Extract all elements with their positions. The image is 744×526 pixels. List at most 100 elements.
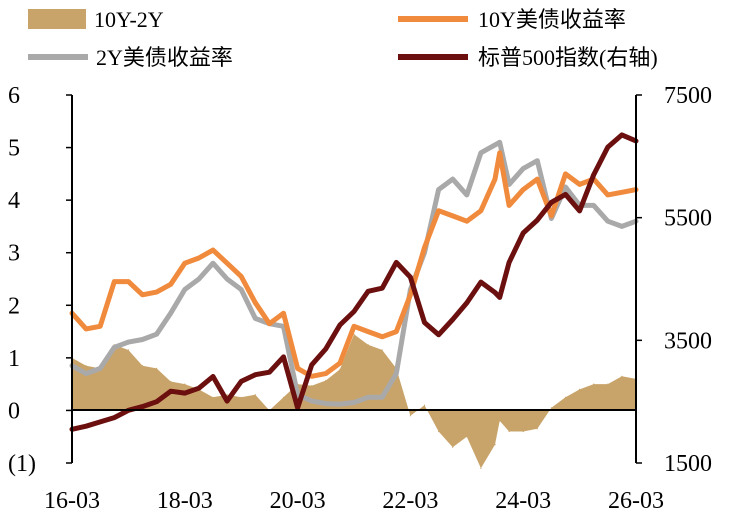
- series-point-spread: [564, 396, 567, 398]
- series-point-2y: [605, 219, 610, 224]
- series-point-2y: [521, 166, 526, 171]
- right-tick-label: 7500: [664, 83, 712, 109]
- series-point-spread: [621, 375, 623, 377]
- left-tick-label: 0: [8, 398, 20, 424]
- series-point-spread: [156, 367, 158, 369]
- series-point-spx: [365, 289, 371, 294]
- series-point-10y: [239, 274, 244, 279]
- series-point-10y: [295, 366, 300, 371]
- series-point-spx: [140, 404, 145, 409]
- series-point-2y: [323, 401, 328, 406]
- series-point-10y: [492, 176, 498, 182]
- series-line-spx: [69, 132, 639, 432]
- series-point-2y: [168, 311, 173, 316]
- series-point-spread: [508, 430, 510, 433]
- series-point-10y: [112, 279, 117, 284]
- series-point-10y: [337, 360, 343, 366]
- left-tick-label: 2: [8, 293, 20, 319]
- series-point-10y: [605, 192, 610, 198]
- series-point-10y: [281, 311, 286, 316]
- legend-swatch-spread: [28, 9, 86, 29]
- legend-label-spread: 10Y-2Y: [94, 7, 164, 32]
- series-point-spx: [323, 346, 328, 352]
- series-point-10y: [98, 324, 103, 329]
- series-point-2y: [365, 395, 371, 400]
- series-point-spread: [240, 396, 242, 398]
- series-point-10y: [351, 324, 357, 329]
- axes: [71, 95, 637, 463]
- series-point-spx: [224, 398, 230, 404]
- series-point-spx: [591, 172, 596, 177]
- series-point-spread: [579, 388, 581, 390]
- series-point-spread: [311, 385, 313, 387]
- series-point-2y: [464, 192, 469, 198]
- right-axis-ticks: 1500 3500 5500 7500: [636, 83, 712, 477]
- series-point-spread: [212, 396, 214, 398]
- left-tick-label: 1: [8, 346, 20, 372]
- series-point-spx: [464, 300, 469, 306]
- series-point-10y: [521, 187, 526, 192]
- x-tick-label: 18-03: [157, 488, 213, 514]
- legend-label-2y: 2Y美债收益率: [96, 45, 233, 70]
- series-point-10y: [196, 255, 202, 261]
- series-point-spx: [253, 372, 258, 377]
- series-point-10y: [408, 292, 413, 297]
- series-point-10y: [497, 150, 502, 155]
- series-point-spx: [337, 322, 343, 328]
- left-tick-label: 6: [8, 83, 20, 109]
- series-point-2y: [535, 158, 540, 163]
- series-point-2y: [98, 366, 103, 371]
- series-point-spread: [480, 467, 482, 469]
- series-point-10y: [380, 334, 385, 339]
- series-point-10y: [168, 282, 173, 287]
- series-point-2y: [253, 316, 258, 321]
- series-point-10y: [535, 176, 540, 182]
- right-tick-label: 3500: [664, 328, 712, 354]
- series-point-10y: [210, 247, 216, 253]
- legend: 10Y-2Y 10Y美债收益率 2Y美债收益率 标普500指数(右轴): [28, 7, 658, 70]
- left-tick-label: (1): [8, 451, 36, 477]
- series-point-spx: [535, 217, 540, 223]
- series-point-2y: [619, 224, 625, 229]
- series-point-spx: [619, 132, 625, 138]
- series-point-spx: [577, 208, 582, 214]
- series-point-spx: [408, 275, 413, 280]
- series-point-spx: [563, 192, 568, 197]
- series-point-10y: [394, 329, 399, 334]
- series-point-2y: [351, 400, 357, 405]
- series-point-spread: [409, 415, 411, 417]
- series-point-spx: [239, 379, 244, 384]
- series-point-10y: [422, 245, 427, 250]
- series-point-spread: [452, 446, 454, 448]
- x-tick-label: 20-03: [270, 488, 326, 514]
- series-point-spx: [281, 354, 286, 360]
- series-point-2y: [450, 176, 455, 182]
- left-axis-ticks: (1) 0 1 2 3 4 5 6: [8, 83, 72, 477]
- series-point-10y: [436, 208, 441, 213]
- series-point-spx: [210, 374, 216, 379]
- series-point-spx: [112, 415, 117, 420]
- series-point-2y: [126, 339, 131, 345]
- series-point-10y: [577, 182, 582, 187]
- series-point-spread: [438, 430, 440, 433]
- series-point-spx: [605, 144, 610, 150]
- series-point-10y: [478, 208, 484, 213]
- series-point-10y: [563, 171, 568, 177]
- series-point-10y: [253, 300, 258, 305]
- series-point-spread: [339, 368, 341, 370]
- series-point-2y: [239, 287, 244, 292]
- legend-label-10y: 10Y美债收益率: [478, 7, 626, 32]
- series-point-spx: [154, 399, 159, 404]
- left-tick-label: 3: [8, 241, 20, 267]
- series-point-spx: [478, 279, 484, 285]
- series-point-10y: [83, 326, 89, 332]
- series-point-10y: [154, 289, 159, 295]
- series-point-2y: [492, 142, 498, 148]
- series-point-2y: [591, 203, 596, 208]
- series-point-2y: [436, 187, 441, 192]
- series-point-spread: [466, 436, 468, 438]
- series-point-spx: [549, 200, 554, 205]
- series-point-spx: [182, 390, 187, 396]
- left-tick-label: 4: [8, 188, 20, 214]
- series-point-spread: [325, 379, 327, 382]
